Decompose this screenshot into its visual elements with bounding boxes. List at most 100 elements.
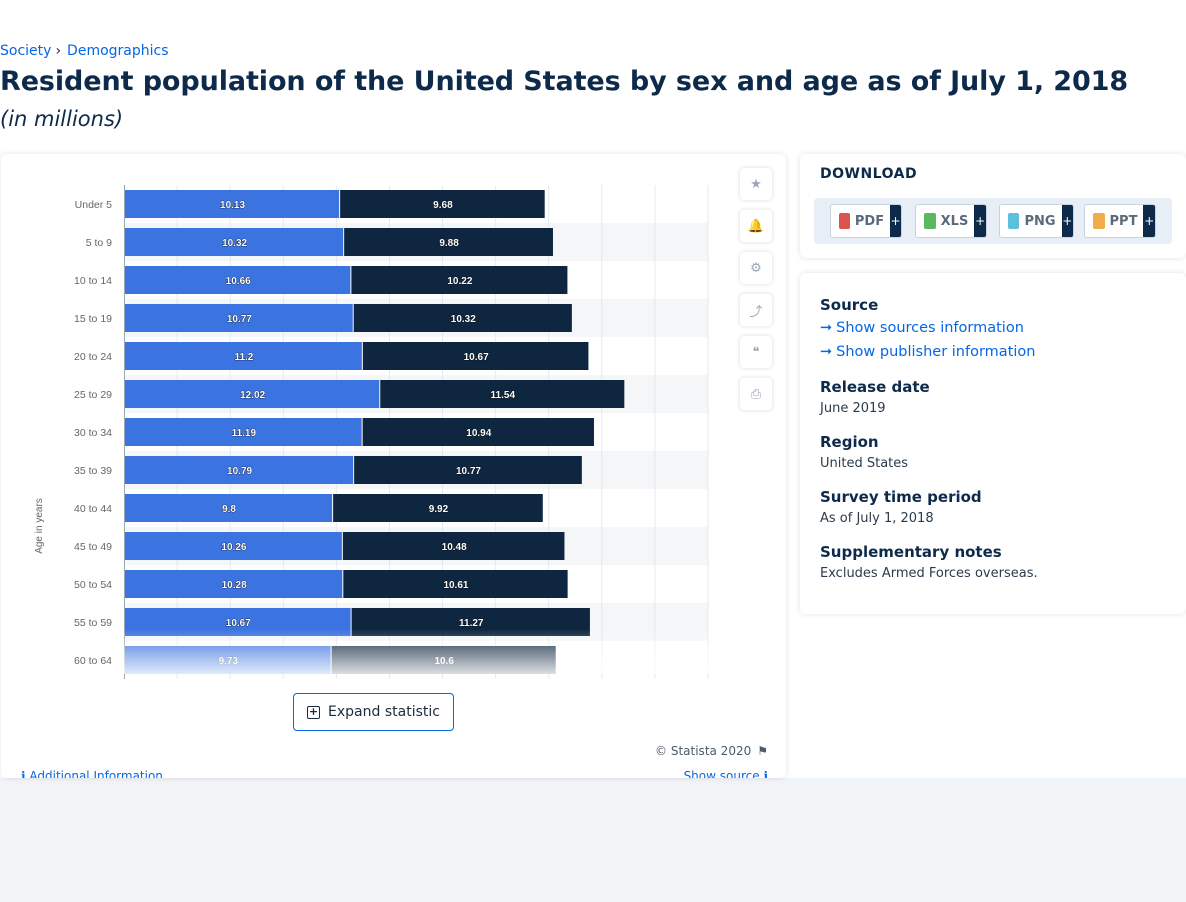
download-title: DOWNLOAD <box>820 166 918 182</box>
y-tick-label: 10 to 14 <box>74 275 112 287</box>
statistic-details-card: Source ➞ Show sources information ➞ Show p… <box>800 273 1186 614</box>
data-label: 10.61 <box>443 580 468 591</box>
data-label: 10.26 <box>221 542 246 553</box>
data-label: 10.13 <box>220 200 245 211</box>
data-label: 11.54 <box>491 390 516 401</box>
bar-series-2 <box>351 266 568 294</box>
expand-statistic-label: Expand statistic <box>328 704 440 720</box>
flag-icon[interactable]: ⚑ <box>757 744 768 758</box>
bar-series-2 <box>380 380 625 408</box>
share-icon[interactable]: ⤴ <box>740 294 772 326</box>
bar-series-2 <box>340 190 545 218</box>
bar-series-1 <box>125 418 362 446</box>
data-label: 10.6 <box>434 656 454 667</box>
bar-series-2 <box>342 532 565 560</box>
breadcrumb-separator: › <box>55 43 62 59</box>
download-xls-plus: + <box>974 205 986 237</box>
data-label: 9.68 <box>433 200 453 211</box>
data-label: 10.28 <box>222 580 247 591</box>
info-icon: ℹ <box>21 769 26 778</box>
breadcrumb-society[interactable]: Society <box>0 43 52 59</box>
data-label: 11.2 <box>234 352 253 363</box>
y-tick-label: Under 5 <box>75 199 113 211</box>
bar-series-2 <box>343 570 568 598</box>
data-label: 9.88 <box>439 238 459 249</box>
y-tick-label: 55 to 59 <box>74 617 112 629</box>
data-label: 10.32 <box>222 238 247 249</box>
y-tick-label: 5 to 9 <box>86 237 112 249</box>
show-sources-label: Show sources information <box>836 320 1024 336</box>
download-xls-label: XLS <box>940 213 969 229</box>
quote-icon[interactable]: ❝ <box>740 336 772 368</box>
download-ppt-plus: + <box>1143 205 1155 237</box>
survey-period-heading: Survey time period <box>820 488 982 506</box>
supplementary-notes-value: Excludes Armed Forces overseas. <box>820 566 1038 581</box>
y-tick-label: 20 to 24 <box>74 351 112 363</box>
data-label: 9.92 <box>429 504 449 515</box>
y-axis-title: Age in years <box>34 498 45 554</box>
source-heading: Source <box>820 296 879 314</box>
y-tick-label: 60 to 64 <box>74 655 112 667</box>
data-label: 11.19 <box>232 428 257 439</box>
bell-icon[interactable]: 🔔 <box>740 210 772 242</box>
chart: Age in years Under 5 10.13 9.68 5 to 9 10.32 9… <box>34 185 709 679</box>
release-date-heading: Release date <box>820 378 930 396</box>
bar-series-1 <box>125 266 351 294</box>
bar-series-1 <box>125 190 340 218</box>
download-png-button[interactable]: PNG + <box>999 204 1074 238</box>
ppt-file-icon <box>1093 213 1105 229</box>
region-value: United States <box>820 456 909 471</box>
data-label: 11.27 <box>459 618 484 629</box>
supplementary-notes-heading: Supplementary notes <box>820 543 1002 561</box>
png-file-icon <box>1008 213 1020 229</box>
additional-information-label: Additional Information <box>29 769 163 778</box>
data-label: 12.02 <box>240 390 265 401</box>
chart-tools: ★ 🔔 ⚙ ⤴ ❝ ⎙ <box>740 168 772 420</box>
bar-series-2 <box>333 494 543 522</box>
additional-information-link[interactable]: ℹ Additional Information <box>21 769 163 778</box>
show-publisher-link[interactable]: ➞ Show publisher information <box>820 344 1035 360</box>
bar-series-1 <box>125 494 333 522</box>
data-label: 10.67 <box>226 618 251 629</box>
bar-series-1 <box>125 304 353 332</box>
data-label: 10.22 <box>447 276 472 287</box>
bar-series-2 <box>362 418 594 446</box>
show-source-link[interactable]: Show source ℹ <box>684 769 768 778</box>
page-title: Resident population of the United States… <box>0 66 1129 97</box>
data-label: 10.79 <box>227 466 252 477</box>
show-sources-link[interactable]: ➞ Show sources information <box>820 320 1024 336</box>
info-icon: ℹ <box>763 769 768 778</box>
data-label: 10.66 <box>226 276 251 287</box>
breadcrumb-demographics[interactable]: Demographics <box>67 43 169 59</box>
print-icon[interactable]: ⎙ <box>740 378 772 410</box>
chart-card: Age in years Under 5 10.13 9.68 5 to 9 10.32 9… <box>1 154 786 778</box>
data-label: 10.48 <box>442 542 467 553</box>
page-subtitle: (in millions) <box>0 107 124 131</box>
y-tick-label: 40 to 44 <box>74 503 112 515</box>
data-label: 10.77 <box>456 466 481 477</box>
bar-series-1 <box>125 342 362 370</box>
release-date-value: June 2019 <box>820 401 886 416</box>
download-buttons: PDF + XLS + PNG + PPT + <box>814 198 1172 244</box>
xls-file-icon <box>924 213 936 229</box>
arrow-right-icon: ➞ <box>820 320 833 336</box>
bar-series-2 <box>344 228 553 256</box>
gear-icon[interactable]: ⚙ <box>740 252 772 284</box>
star-icon[interactable]: ★ <box>740 168 772 200</box>
pdf-file-icon <box>839 213 850 229</box>
y-tick-label: 45 to 49 <box>74 541 112 553</box>
y-tick-label: 35 to 39 <box>74 465 112 477</box>
bar-series-1 <box>125 456 354 484</box>
expand-icon: + <box>307 704 321 719</box>
download-png-label: PNG <box>1024 213 1056 229</box>
expand-statistic-button[interactable]: + Expand statistic <box>293 693 454 731</box>
data-label: 10.94 <box>466 428 491 439</box>
download-xls-button[interactable]: XLS + <box>915 204 987 238</box>
download-pdf-button[interactable]: PDF + <box>830 204 902 238</box>
region-heading: Region <box>820 433 879 451</box>
bar-series-1 <box>125 532 342 560</box>
download-pdf-label: PDF <box>854 213 885 229</box>
copyright: © Statista 2020 ⚑ <box>655 744 768 758</box>
download-ppt-button[interactable]: PPT + <box>1084 204 1156 238</box>
bar-series-2 <box>362 342 589 370</box>
